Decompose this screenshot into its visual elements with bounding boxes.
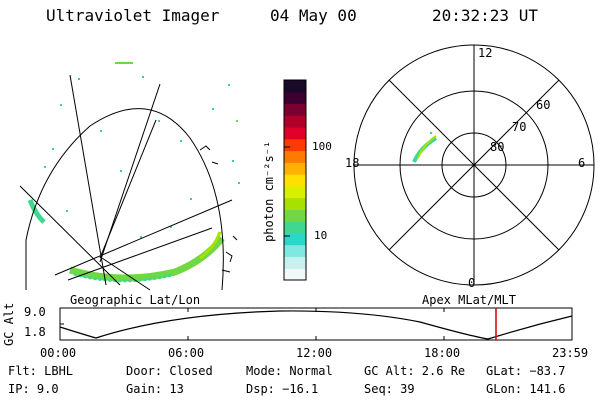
colorbar-tick-10: 10 [314,229,328,242]
colorbar-segment [284,221,306,234]
colorbar-segment [284,244,306,257]
color-bar [283,79,307,281]
colorbar-segment [284,174,306,187]
date-label: 04 May 00 [270,6,357,25]
status-door: Door: Closed [126,364,213,378]
mlt-6-label: 6 [578,156,586,170]
status-seq: Seq: 39 [364,382,415,396]
colorbar-segment [284,268,306,281]
alt-y-top: 9.0 [24,305,46,319]
status-glat: GLat: −83.7 [486,364,566,378]
colorbar-segment [284,150,306,163]
alt-x-tick-1: 06:00 [168,346,205,360]
colorbar-segment [284,103,306,116]
status-mode: Mode: Normal [246,364,333,378]
colorbar-segment [284,80,306,93]
status-ip: IP: 9.0 [8,382,59,396]
noise-pixels [44,62,240,238]
coastline [199,145,238,273]
alt-x-tick-0: 00:00 [40,346,77,360]
alt-x-tick-4: 23:59 [552,346,589,360]
status-gain: Gain: 13 [126,382,184,396]
mlt-18-label: 18 [345,156,360,170]
colorbar-segment [284,256,306,269]
alt-x-tick-3: 18:00 [424,346,461,360]
lat-70-label: 70 [512,120,527,134]
colorbar-tick-100: 100 [312,140,332,153]
alt-x-tick-2: 12:00 [296,346,333,360]
geographic-caption: Geographic Lat/Lon [70,293,201,307]
colorbar-segment [284,232,306,246]
colorbar-segment [284,127,306,140]
apex-caption: Apex MLat/MLT [422,293,516,307]
auroral-emission [27,199,225,283]
status-gc-alt: GC Alt: 2.6 Re [364,364,466,378]
colorbar-segment [284,185,306,199]
alt-y-bottom: 1.8 [24,325,46,339]
polar-auroral-arc [412,132,438,163]
colorbar-segment [284,138,306,152]
instrument-title: Ultraviolet Imager [46,6,220,25]
status-filter: Flt: LBHL [8,364,74,378]
lat-80-label: 80 [490,140,505,154]
colorbar-segment [284,115,306,128]
colorbar-segment [284,91,306,105]
mlt-0-label: 0 [468,276,476,290]
status-glon: GLon: 141.6 [486,382,566,396]
colorbar-segment [284,197,306,210]
polar-plot [353,44,595,286]
lat-60-label: 60 [536,98,551,112]
gc-alt-axis-title: GC Alt [2,302,16,346]
colorbar-segment [284,209,306,222]
colorbar-segment [284,162,306,175]
mlt-12-label: 12 [478,46,493,60]
lat-lon-grid [19,74,233,291]
time-label: 20:32:23 UT [432,6,538,25]
geographic-map [19,62,240,291]
status-dsp: Dsp: −16.1 [246,382,319,396]
colorbar-unit-label: photon cm⁻²s⁻¹ [262,140,276,242]
altitude-plot [59,307,573,341]
